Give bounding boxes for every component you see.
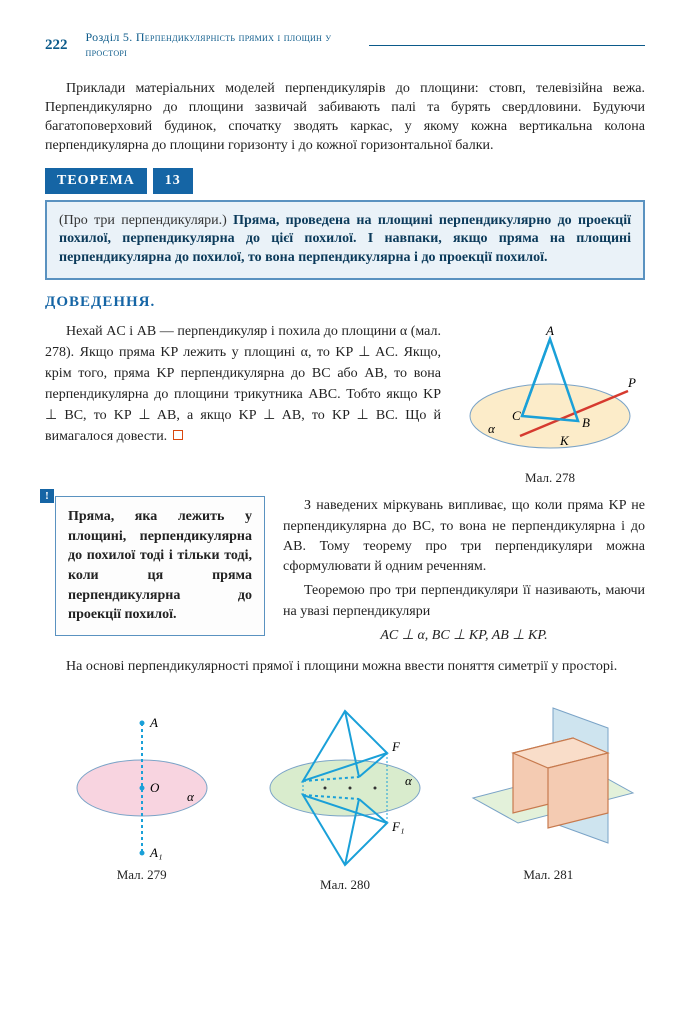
proof-text: Нехай AC і AB — перпендикуляр і похила д… [45, 321, 441, 486]
bottom-figures: A O A₁ α Мал. 279 F F₁ α [45, 693, 645, 893]
svg-text:F₁: F₁ [391, 819, 404, 834]
svg-text:C: C [512, 408, 521, 423]
figure-280: F F₁ α Мал. 280 [248, 693, 441, 893]
note-box: ! Пряма, яка лежить у площині, перпендик… [55, 496, 265, 636]
figure-278-caption: Мал. 278 [455, 470, 645, 486]
page-number: 222 [45, 37, 68, 54]
figure-279-caption: Мал. 279 [45, 867, 238, 883]
svg-text:A: A [545, 323, 554, 338]
svg-text:O: O [150, 780, 160, 795]
mid-p1: З наведених міркувань випливає, що коли … [283, 496, 645, 577]
svg-text:P: P [627, 375, 636, 390]
theorem-intro: (Про три перпендикуляри.) [59, 213, 233, 228]
note-marker-icon: ! [40, 489, 54, 503]
figure-279: A O A₁ α Мал. 279 [45, 693, 238, 893]
theorem-label: ТЕОРЕМА [45, 168, 147, 194]
proof-row: Нехай AC і AB — перпендикуляр і похила д… [45, 321, 645, 486]
figure-281: Мал. 281 [452, 693, 645, 893]
section-title: Розділ 5. Перпендикулярність прямих і пл… [86, 30, 362, 60]
proof-heading: ДОВЕДЕННЯ. [45, 294, 645, 311]
figure-278-svg: A C B K P α [460, 321, 640, 461]
svg-text:A: A [149, 715, 158, 730]
mid-p2: Теоремою про три перпендикуляри її назив… [283, 581, 645, 622]
closing-paragraph: На основі перпендикулярності прямої і пл… [45, 658, 645, 677]
figure-281-svg [458, 693, 638, 863]
header-rule [369, 45, 645, 46]
theorem-box: (Про три перпендикуляри.) Пряма, проведе… [45, 200, 645, 281]
figure-279-svg: A O A₁ α [57, 693, 227, 863]
svg-text:α: α [405, 773, 413, 788]
theorem-number: 13 [153, 168, 193, 194]
svg-text:A₁: A₁ [149, 845, 162, 860]
theorem-badges: ТЕОРЕМА 13 [45, 168, 645, 194]
figure-281-caption: Мал. 281 [452, 867, 645, 883]
mid-math: AC ⊥ α, BC ⊥ KP, AB ⊥ KP. [283, 626, 645, 646]
svg-text:α: α [187, 789, 195, 804]
intro-paragraph: Приклади матеріальних моделей перпендику… [45, 80, 645, 156]
svg-text:α: α [488, 421, 496, 436]
mid-row: ! Пряма, яка лежить у площині, перпендик… [45, 496, 645, 648]
figure-280-svg: F F₁ α [255, 693, 435, 873]
mid-right-text: З наведених міркувань випливає, що коли … [283, 496, 645, 648]
figure-278: A C B K P α Мал. 278 [455, 321, 645, 486]
svg-text:B: B [582, 415, 590, 430]
svg-text:F: F [391, 739, 401, 754]
qed-icon [173, 430, 183, 440]
svg-text:K: K [559, 433, 570, 448]
figure-280-caption: Мал. 280 [248, 877, 441, 893]
page-header: 222 Розділ 5. Перпендикулярність прямих … [45, 30, 645, 60]
